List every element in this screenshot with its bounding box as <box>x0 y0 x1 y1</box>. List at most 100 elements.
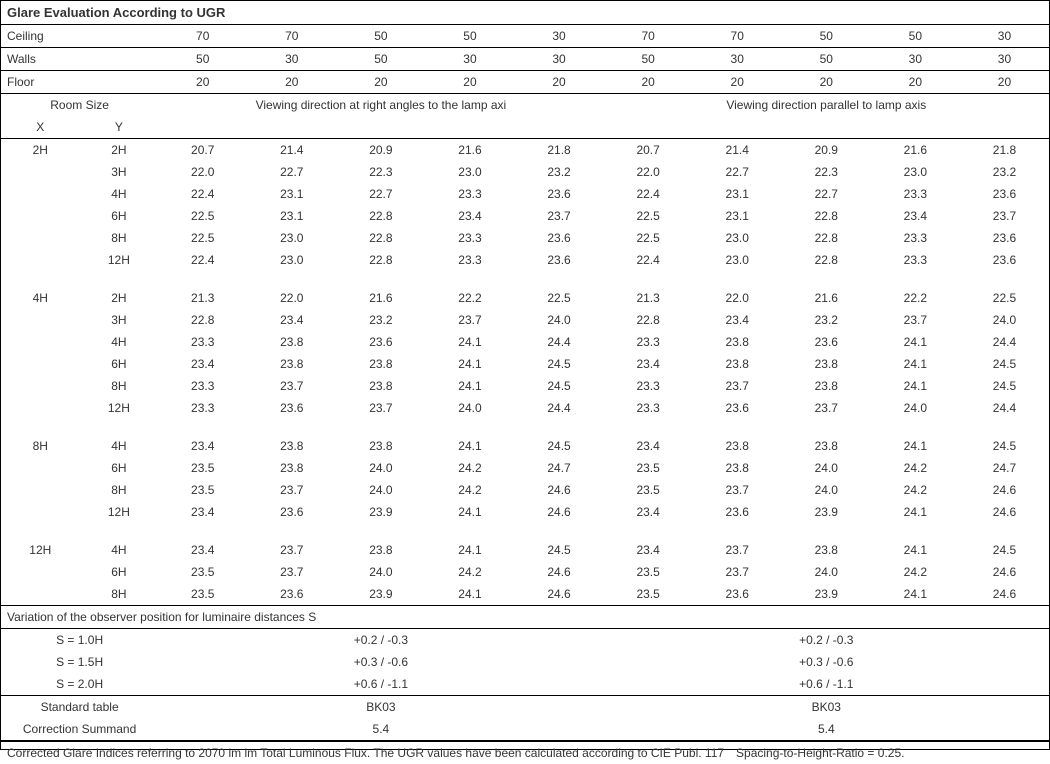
val-l-4: 24.4 <box>515 331 604 353</box>
table-row: 6H23.423.823.824.124.523.423.823.824.124… <box>1 353 1049 375</box>
val-r-3: 24.1 <box>871 331 960 353</box>
val-r-2: 22.8 <box>782 249 871 271</box>
y-cell: 8H <box>80 375 159 397</box>
val-l-2: 23.9 <box>336 501 425 523</box>
val-l-2: 23.2 <box>336 309 425 331</box>
val-r-3: 24.1 <box>871 435 960 457</box>
val-r-2: 23.8 <box>782 375 871 397</box>
val-r-3: 24.2 <box>871 561 960 583</box>
refl-walls-0: 50 <box>158 48 247 71</box>
val-l-2: 23.9 <box>336 583 425 606</box>
val-r-1: 23.8 <box>693 457 782 479</box>
val-l-0: 23.3 <box>158 375 247 397</box>
val-r-2: 20.9 <box>782 139 871 162</box>
val-l-1: 23.8 <box>247 353 336 375</box>
val-r-3: 24.1 <box>871 501 960 523</box>
refl-walls-2: 50 <box>336 48 425 71</box>
variation-header: Variation of the observer position for l… <box>1 606 1049 629</box>
refl-ceiling-7: 50 <box>782 25 871 48</box>
page-title: Glare Evaluation According to UGR <box>1 1 1049 24</box>
val-r-4: 23.6 <box>960 249 1049 271</box>
val-l-2: 23.7 <box>336 397 425 419</box>
val-r-3: 24.1 <box>871 539 960 561</box>
val-r-2: 22.8 <box>782 227 871 249</box>
val-l-2: 23.8 <box>336 435 425 457</box>
val-r-4: 24.6 <box>960 583 1049 606</box>
refl-floor-4: 20 <box>515 71 604 94</box>
val-l-1: 23.7 <box>247 375 336 397</box>
val-l-4: 23.2 <box>515 161 604 183</box>
table-row: 12H23.323.623.724.024.423.323.623.724.02… <box>1 397 1049 419</box>
val-r-1: 23.7 <box>693 561 782 583</box>
ugr-page: Glare Evaluation According to UGR Ceilin… <box>0 0 1050 750</box>
val-l-3: 23.0 <box>425 161 514 183</box>
refl-ceiling-9: 30 <box>960 25 1049 48</box>
refl-walls-8: 30 <box>871 48 960 71</box>
refl-walls-4: 30 <box>515 48 604 71</box>
val-l-3: 24.2 <box>425 457 514 479</box>
val-l-1: 23.6 <box>247 501 336 523</box>
val-l-4: 24.6 <box>515 479 604 501</box>
val-r-4: 24.5 <box>960 435 1049 457</box>
table-row: 8H23.523.724.024.224.623.523.724.024.224… <box>1 479 1049 501</box>
variation-s: S = 2.0H <box>1 673 158 696</box>
val-r-1: 23.0 <box>693 227 782 249</box>
val-l-1: 23.4 <box>247 309 336 331</box>
y-cell: 2H <box>80 139 159 162</box>
val-r-2: 23.8 <box>782 353 871 375</box>
val-r-0: 23.4 <box>604 539 693 561</box>
refl-ceiling-8: 50 <box>871 25 960 48</box>
val-l-3: 24.1 <box>425 501 514 523</box>
val-l-4: 24.6 <box>515 561 604 583</box>
variation-s: S = 1.5H <box>1 651 158 673</box>
val-r-4: 24.6 <box>960 561 1049 583</box>
val-l-0: 23.4 <box>158 353 247 375</box>
standard-right: BK03 <box>604 696 1049 719</box>
val-r-0: 23.5 <box>604 457 693 479</box>
val-r-1: 23.8 <box>693 331 782 353</box>
val-l-3: 24.2 <box>425 479 514 501</box>
val-r-3: 23.7 <box>871 309 960 331</box>
val-r-1: 23.8 <box>693 353 782 375</box>
val-r-2: 22.3 <box>782 161 871 183</box>
val-r-1: 23.6 <box>693 501 782 523</box>
val-r-2: 24.0 <box>782 561 871 583</box>
refl-label-walls: Walls <box>1 48 158 71</box>
val-l-4: 23.6 <box>515 183 604 205</box>
val-l-1: 22.0 <box>247 287 336 309</box>
val-l-4: 24.6 <box>515 501 604 523</box>
table-row: 12H23.423.623.924.124.623.423.623.924.12… <box>1 501 1049 523</box>
val-l-1: 23.7 <box>247 539 336 561</box>
x-cell <box>1 501 80 523</box>
variation-r: +0.6 / -1.1 <box>604 673 1049 696</box>
val-l-4: 24.5 <box>515 539 604 561</box>
val-l-3: 24.2 <box>425 561 514 583</box>
val-l-3: 23.4 <box>425 205 514 227</box>
x-cell: 8H <box>1 435 80 457</box>
val-r-2: 23.2 <box>782 309 871 331</box>
val-l-1: 23.8 <box>247 331 336 353</box>
refl-walls-3: 30 <box>425 48 514 71</box>
y-cell: 6H <box>80 353 159 375</box>
refl-label-ceiling: Ceiling <box>1 25 158 48</box>
val-r-4: 23.2 <box>960 161 1049 183</box>
val-r-0: 23.5 <box>604 479 693 501</box>
table-row: 4H23.323.823.624.124.423.323.823.624.124… <box>1 331 1049 353</box>
val-l-4: 23.6 <box>515 227 604 249</box>
x-cell <box>1 397 80 419</box>
val-l-3: 24.1 <box>425 375 514 397</box>
y-cell: 6H <box>80 561 159 583</box>
val-r-2: 23.9 <box>782 583 871 606</box>
x-cell <box>1 161 80 183</box>
val-r-0: 22.5 <box>604 227 693 249</box>
val-r-3: 24.0 <box>871 397 960 419</box>
dir-header-left: Viewing direction at right angles to the… <box>158 94 603 117</box>
dir-header-right: Viewing direction parallel to lamp axis <box>604 94 1049 117</box>
val-l-1: 21.4 <box>247 139 336 162</box>
refl-label-floor: Floor <box>1 71 158 94</box>
val-l-3: 23.3 <box>425 249 514 271</box>
variation-r: +0.3 / -0.6 <box>604 651 1049 673</box>
val-l-2: 24.0 <box>336 479 425 501</box>
val-r-2: 22.7 <box>782 183 871 205</box>
val-r-4: 24.0 <box>960 309 1049 331</box>
